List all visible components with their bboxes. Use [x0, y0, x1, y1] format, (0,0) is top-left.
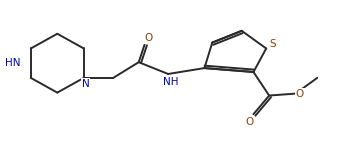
Text: HN: HN: [5, 58, 21, 68]
Text: N: N: [82, 79, 90, 89]
Text: O: O: [295, 89, 304, 99]
Text: S: S: [270, 39, 276, 49]
Text: NH: NH: [163, 77, 179, 87]
Text: O: O: [145, 33, 153, 43]
Text: O: O: [245, 117, 254, 127]
